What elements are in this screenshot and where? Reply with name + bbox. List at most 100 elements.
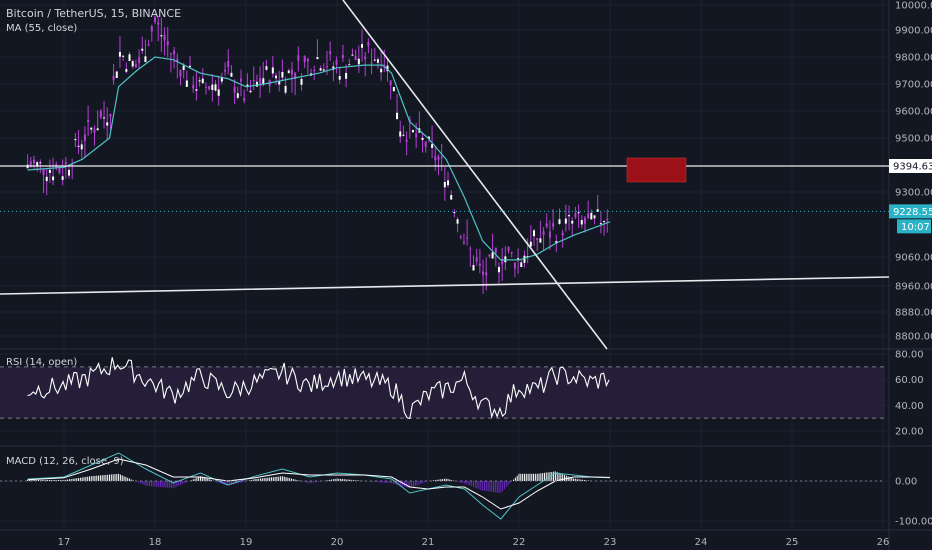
candle bbox=[68, 169, 71, 176]
candle bbox=[29, 161, 32, 167]
candle bbox=[220, 77, 223, 82]
candle bbox=[77, 145, 80, 147]
candle bbox=[399, 131, 402, 137]
time-tick-label: 19 bbox=[240, 537, 253, 548]
candle bbox=[115, 71, 118, 78]
candle bbox=[348, 64, 351, 66]
rsi-band bbox=[0, 366, 885, 419]
candle bbox=[574, 213, 577, 218]
candle bbox=[259, 77, 262, 84]
candle bbox=[243, 97, 246, 101]
candle bbox=[593, 215, 596, 219]
candle bbox=[262, 78, 265, 84]
candle bbox=[42, 168, 45, 175]
candle bbox=[357, 58, 360, 65]
candle bbox=[32, 159, 35, 164]
candle bbox=[74, 139, 77, 141]
candle bbox=[437, 156, 440, 160]
candle bbox=[361, 44, 364, 48]
candle bbox=[606, 219, 609, 221]
candle bbox=[287, 70, 290, 74]
candle bbox=[300, 78, 303, 85]
time-tick-label: 17 bbox=[58, 537, 71, 548]
candle bbox=[424, 141, 427, 147]
candle bbox=[373, 59, 376, 61]
price-tick-label: 9600.00 bbox=[895, 107, 932, 118]
candle bbox=[160, 35, 163, 37]
candle bbox=[507, 246, 510, 251]
candle bbox=[501, 260, 504, 265]
candle bbox=[510, 251, 513, 254]
candle bbox=[131, 61, 134, 67]
candle bbox=[548, 231, 551, 238]
candle bbox=[176, 58, 179, 62]
candle bbox=[469, 248, 472, 250]
ma-legend: MA (55, close) bbox=[6, 23, 78, 34]
macd-tick-label: 0.00 bbox=[895, 477, 917, 488]
candle bbox=[472, 265, 475, 271]
candle bbox=[316, 57, 319, 60]
candle bbox=[90, 127, 93, 130]
candle bbox=[217, 89, 220, 96]
candle bbox=[249, 90, 252, 93]
candle bbox=[134, 64, 137, 68]
candle bbox=[103, 117, 106, 119]
candle bbox=[558, 219, 561, 224]
countdown-tag bbox=[897, 219, 931, 234]
candle bbox=[478, 263, 481, 267]
price-tick-label: 9900.00 bbox=[895, 26, 932, 37]
candle bbox=[603, 221, 606, 223]
candle bbox=[520, 262, 523, 268]
candle bbox=[275, 75, 278, 79]
candle bbox=[99, 110, 102, 118]
candle bbox=[93, 129, 96, 133]
price-tick-label: 9800.00 bbox=[895, 53, 932, 64]
candle bbox=[313, 70, 316, 72]
candle bbox=[494, 247, 497, 254]
candle bbox=[252, 80, 255, 82]
candle bbox=[281, 71, 284, 78]
candle bbox=[466, 237, 469, 239]
candle bbox=[36, 162, 39, 166]
candle bbox=[491, 252, 494, 259]
candle bbox=[138, 57, 141, 64]
candle bbox=[485, 272, 488, 276]
candle bbox=[545, 223, 548, 227]
rsi-tick-label: 80.00 bbox=[895, 350, 924, 361]
candle bbox=[45, 176, 48, 182]
target-box bbox=[626, 157, 687, 183]
last-price-tag bbox=[889, 204, 932, 219]
candle bbox=[599, 223, 602, 225]
candle bbox=[434, 156, 437, 161]
candle bbox=[125, 69, 128, 72]
candle bbox=[185, 80, 188, 87]
time-tick-label: 23 bbox=[604, 537, 617, 548]
candle bbox=[517, 258, 520, 261]
candle bbox=[169, 53, 172, 55]
candle bbox=[325, 66, 328, 68]
candle bbox=[198, 80, 201, 82]
candle bbox=[265, 66, 268, 70]
candle bbox=[297, 55, 300, 61]
candle bbox=[163, 34, 166, 41]
time-tick-label: 24 bbox=[695, 537, 708, 548]
candle bbox=[322, 69, 325, 71]
candle bbox=[564, 218, 567, 224]
candle bbox=[596, 209, 599, 212]
candle bbox=[64, 162, 67, 165]
candle bbox=[405, 139, 408, 143]
candle bbox=[354, 56, 357, 60]
candle bbox=[224, 69, 227, 72]
candle bbox=[380, 68, 383, 73]
candle bbox=[523, 255, 526, 263]
candle bbox=[52, 176, 55, 181]
candle bbox=[341, 54, 344, 59]
candle bbox=[488, 254, 491, 257]
candle bbox=[87, 119, 90, 122]
candle bbox=[367, 42, 370, 46]
candle bbox=[319, 68, 322, 71]
candle bbox=[590, 212, 593, 220]
candle bbox=[345, 72, 348, 79]
